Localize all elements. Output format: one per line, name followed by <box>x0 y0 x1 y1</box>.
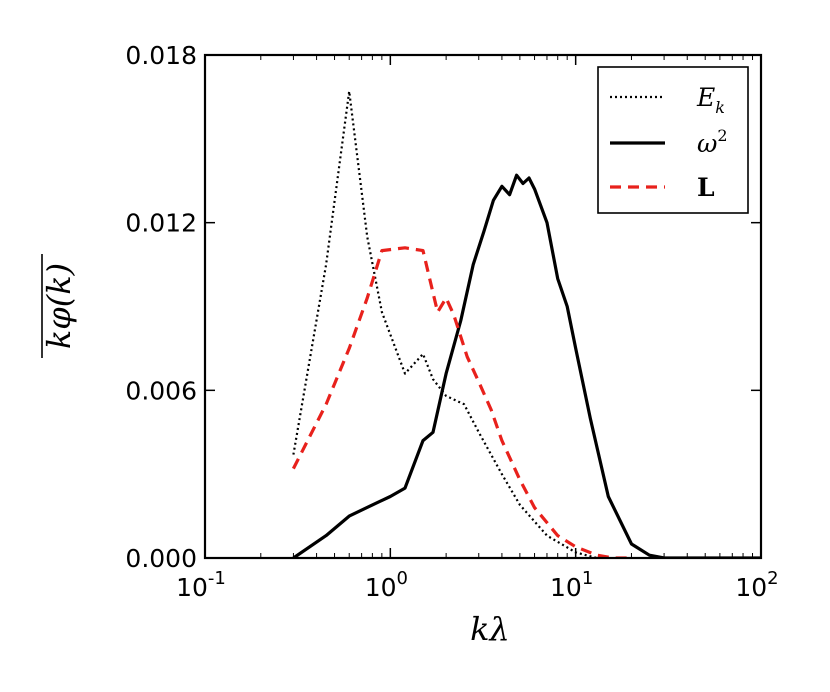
series-line-ek <box>292 90 598 558</box>
y-tick-label: 0.012 <box>125 209 197 238</box>
legend-label: L <box>697 173 715 202</box>
legend-label: ω2 <box>697 126 728 158</box>
y-tick-label: 0.018 <box>125 41 197 70</box>
x-tick-label: 100 <box>365 568 408 602</box>
series-line-l <box>291 246 632 558</box>
y-tick-label: 0.000 <box>125 544 197 573</box>
x-tick-label: 10-1 <box>176 568 226 602</box>
x-tick-label: 101 <box>550 568 593 602</box>
axis-ticks: 10-1 100 101 102 0.000 0.006 0.012 0.018 <box>125 41 778 602</box>
legend-label: Ek <box>696 83 725 117</box>
x-axis-label: kλ <box>470 610 510 648</box>
plot-frame <box>203 53 763 560</box>
legend: Ek ω2 L <box>597 66 749 214</box>
y-axis-label: kφ(k) <box>40 263 78 349</box>
x-tick-label: 102 <box>735 568 778 602</box>
y-tick-label: 0.006 <box>125 376 197 405</box>
y-axis-label-group: kφ(k) <box>40 254 78 358</box>
plot-area <box>291 90 761 558</box>
series-line-omega-squared <box>292 173 761 558</box>
legend-box <box>597 66 749 214</box>
